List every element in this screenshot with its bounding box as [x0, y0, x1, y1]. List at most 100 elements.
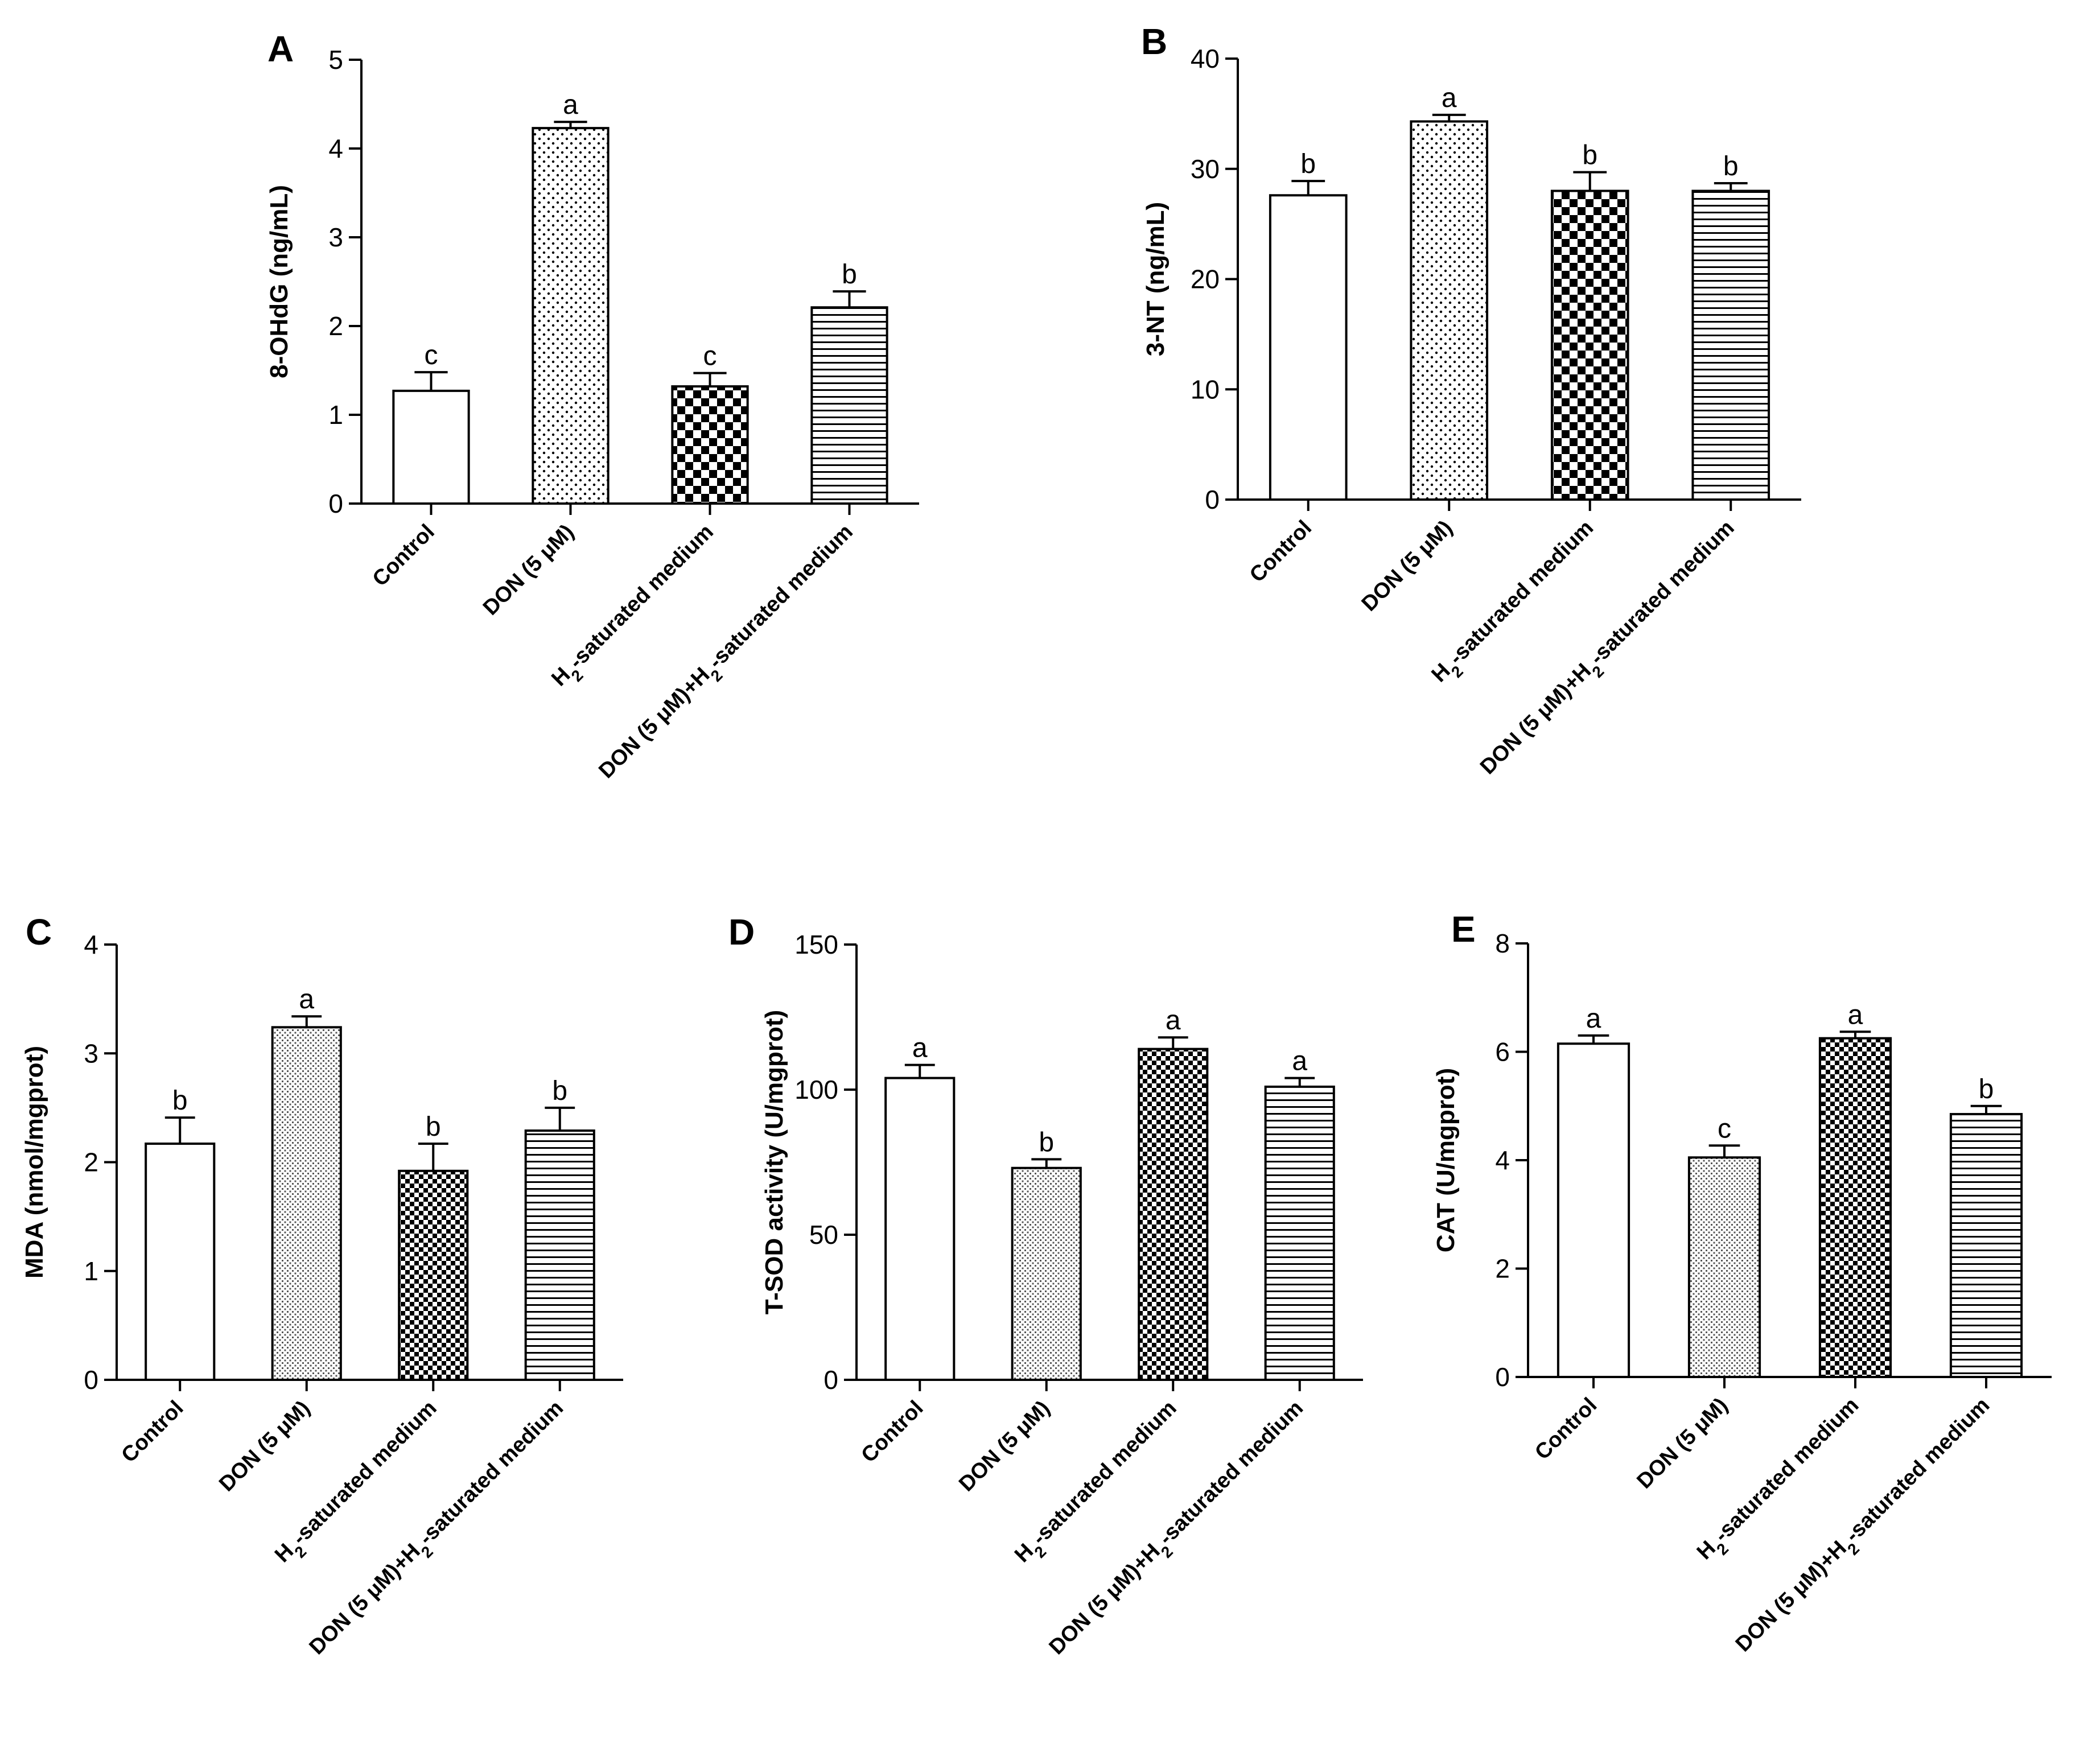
panel-d-sig-don-5-m-h2-saturated-medium: a: [1292, 1046, 1307, 1077]
panel-e-bar-don-5-m: [1687, 1156, 1761, 1379]
panel-b-plot: 0 10 20 30 40 3-NT (ng/mL) b Control a DON (5 μM)…: [1142, 44, 1801, 784]
panel-e-bar-don-5-m-h2-saturated-medium: [1949, 1113, 2023, 1378]
panel-a: A 0 1 2 3 4 5 8-OHdG (ng/mL) c Control a DON (5 μM…: [265, 28, 919, 788]
panel-a-letter: A: [267, 28, 294, 69]
panel-d-bar-don-5-m-h2-saturated-medium: [1264, 1085, 1335, 1381]
panel-e-xtick-label-don-5-m: DON (5 μM): [1632, 1393, 1732, 1494]
panel-d-ytick-label-0: 0: [823, 1365, 838, 1395]
panel-a-bar-h2-saturated-medium: [671, 385, 749, 505]
panel-a-sig-control: c: [425, 340, 438, 370]
panel-a-ytick-label-4: 4: [328, 134, 343, 163]
panel-a-ytick-label-0: 0: [328, 489, 343, 518]
panel-a-bar-don-5-m-h2-saturated-medium: [810, 306, 888, 505]
panel-d-xtick-label-don-5-m-h2-saturated-medium: DON (5 μM)+H2-saturated medium: [1045, 1396, 1313, 1664]
panel-a-ytick-label-3: 3: [328, 222, 343, 252]
panel-b-ytick-label-0: 0: [1205, 485, 1220, 514]
panel-b-bar-h2-saturated-medium: [1550, 189, 1629, 501]
panel-a-xtick-label-control: Control: [368, 520, 439, 591]
panel-a-ytick-label-2: 2: [328, 311, 343, 341]
panel-c-sig-don-5-m: a: [299, 984, 314, 1015]
panel-d-bar-control: [884, 1077, 956, 1381]
panel-e-sig-don-5-m-h2-saturated-medium: b: [1979, 1074, 1994, 1104]
panel-a-bar-don-5-m: [532, 127, 610, 505]
panel-a-ytick-label-5: 5: [328, 45, 343, 75]
panel-e-xtick-label-don-5-m-h2-saturated-medium: DON (5 μM)+H2-saturated medium: [1731, 1393, 1999, 1661]
panel-e-sig-don-5-m: c: [1718, 1114, 1731, 1144]
panel-a-ytick-label-1: 1: [328, 400, 343, 430]
panel-c-bar-h2-saturated-medium: [398, 1169, 469, 1382]
panel-e: E 0 2 4 6 8 CAT (U/mgprot) a Control c DON (5 μM)…: [1432, 909, 2052, 1661]
panel-b-ytick-label-3: 30: [1191, 154, 1220, 184]
panel-d-bar-don-5-m: [1011, 1166, 1082, 1381]
panel-b-sig-h2-saturated-medium: b: [1582, 141, 1597, 171]
panel-a-xtick-label-don-5-m-h2-saturated-medium: DON (5 μM)+H2-saturated medium: [594, 520, 862, 788]
panel-c-letter: C: [26, 912, 52, 953]
panel-c-ylabel: MDA (nmol/mgprot): [20, 1046, 48, 1279]
panel-c-sig-don-5-m-h2-saturated-medium: b: [552, 1076, 567, 1106]
panel-e-ytick-label-3: 6: [1495, 1037, 1510, 1067]
panel-c-xtick-label-don-5-m-h2-saturated-medium: DON (5 μM)+H2-saturated medium: [305, 1396, 573, 1664]
panel-b-ytick-label-4: 40: [1191, 44, 1220, 73]
panel-b-letter: B: [1141, 21, 1167, 62]
panel-b-bar-control: [1269, 194, 1348, 501]
panel-b-xtick-label-don-5-m: DON (5 μM): [1357, 516, 1457, 616]
panel-b-sig-don-5-m-h2-saturated-medium: b: [1723, 151, 1739, 182]
panel-e-ylabel: CAT (U/mgprot): [1432, 1068, 1460, 1252]
panel-c-bar-don-5-m: [271, 1026, 342, 1381]
panel-d-sig-h2-saturated-medium: a: [1166, 1005, 1181, 1036]
panel-c-bar-control: [145, 1142, 216, 1382]
panel-c-sig-h2-saturated-medium: b: [426, 1112, 441, 1142]
panel-a-bar-control: [392, 389, 470, 505]
panel-c-ytick-label-0: 0: [84, 1365, 98, 1395]
panel-e-ytick-label-2: 4: [1495, 1145, 1510, 1175]
panel-e-xtick-label-control: Control: [1530, 1393, 1601, 1465]
panel-d-plot: 0 50 100 150 T-SOD activity (U/mgprot) a Contr…: [760, 930, 1363, 1664]
panel-d-ytick-label-3: 150: [794, 930, 838, 959]
panel-d-sig-control: a: [912, 1033, 928, 1063]
panel-d-ytick-label-1: 50: [809, 1220, 838, 1250]
panel-c-ytick-label-4: 4: [84, 930, 98, 959]
panel-c-bar-don-5-m-h2-saturated-medium: [524, 1129, 595, 1381]
panel-b-ytick-label-2: 20: [1191, 265, 1220, 294]
panel-e-ytick-label-4: 8: [1495, 929, 1510, 958]
panel-a-xtick-label-don-5-m: DON (5 μM): [479, 520, 579, 620]
panel-a-plot: 0 1 2 3 4 5 8-OHdG (ng/mL) c Control a DON (5 μM) c…: [265, 45, 919, 788]
panel-c-xtick-label-control: Control: [117, 1396, 188, 1467]
panel-b-xtick-label-control: Control: [1245, 516, 1316, 587]
panel-a-ylabel: 8-OHdG (ng/mL): [265, 185, 293, 378]
panel-d-ylabel: T-SOD activity (U/mgprot): [760, 1010, 788, 1314]
panel-d-xtick-label-control: Control: [857, 1396, 928, 1467]
panel-b-bar-don-5-m-h2-saturated-medium: [1691, 189, 1770, 501]
panel-e-letter: E: [1451, 909, 1476, 950]
panel-e-sig-h2-saturated-medium: a: [1848, 1000, 1863, 1030]
panel-a-sig-don-5-m-h2-saturated-medium: b: [842, 259, 857, 290]
panel-e-bar-control: [1557, 1042, 1630, 1378]
panel-c-sig-control: b: [172, 1086, 188, 1116]
panel-b-bar-don-5-m: [1410, 120, 1489, 501]
panel-b-ytick-label-1: 10: [1191, 374, 1220, 404]
panel-e-ytick-label-1: 2: [1495, 1254, 1510, 1284]
panel-a-sig-h2-saturated-medium: c: [703, 341, 717, 372]
panel-b-sig-don-5-m: a: [1442, 83, 1457, 113]
panel-c-ytick-label-2: 2: [84, 1148, 98, 1177]
panel-d-xtick-label-don-5-m: DON (5 μM): [954, 1396, 1055, 1496]
panel-c-xtick-label-don-5-m: DON (5 μM): [215, 1396, 315, 1496]
panel-c-plot: 0 1 2 3 4 MDA (nmol/mgprot) b Control a DON (5 μM…: [20, 930, 623, 1664]
panel-b-sig-control: b: [1300, 149, 1316, 179]
panel-c: C 0 1 2 3 4 MDA (nmol/mgprot) b Control a DON (5 …: [20, 912, 623, 1664]
panel-e-sig-control: a: [1586, 1004, 1601, 1034]
panel-d-bar-h2-saturated-medium: [1138, 1048, 1209, 1381]
panel-e-ytick-label-0: 0: [1495, 1362, 1510, 1392]
panel-e-bar-h2-saturated-medium: [1818, 1037, 1892, 1378]
panel-d-ytick-label-2: 100: [794, 1075, 838, 1104]
panel-b-xtick-label-don-5-m-h2-saturated-medium: DON (5 μM)+H2-saturated medium: [1476, 516, 1744, 784]
panel-c-ytick-label-3: 3: [84, 1038, 98, 1068]
panel-c-ytick-label-1: 1: [84, 1256, 98, 1286]
panel-b-ylabel: 3-NT (ng/mL): [1142, 202, 1170, 356]
panel-d-sig-don-5-m: b: [1039, 1127, 1054, 1157]
panel-d: D 0 50 100 150 T-SOD activity (U/mgprot) a Con…: [728, 912, 1363, 1664]
panel-d-letter: D: [728, 912, 755, 953]
panel-a-sig-don-5-m: a: [563, 90, 578, 120]
